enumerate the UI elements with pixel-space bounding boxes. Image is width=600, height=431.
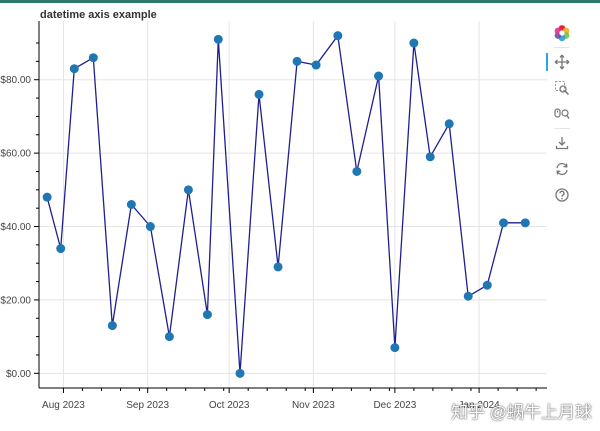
wheel-zoom-tool-button[interactable] xyxy=(550,102,574,126)
data-point xyxy=(444,119,454,129)
data-point xyxy=(409,38,419,48)
box-zoom-tool-button[interactable] xyxy=(550,76,574,100)
data-point xyxy=(352,166,362,176)
box-zoom-tool-icon xyxy=(555,81,570,96)
data-point xyxy=(145,222,155,232)
x-tick-label: Nov 2023 xyxy=(292,400,335,411)
data-series xyxy=(42,31,530,378)
y-tick-label: $60.00 xyxy=(0,149,31,160)
data-point xyxy=(202,310,212,320)
toolbar-divider xyxy=(554,128,570,129)
series-line xyxy=(46,34,526,374)
watermark-text: 知乎 @蜗牛上月球 xyxy=(451,403,592,422)
reset-tool-icon xyxy=(556,162,568,176)
data-point xyxy=(390,343,400,353)
save-tool-button[interactable] xyxy=(550,131,574,155)
bokeh-logo-icon xyxy=(554,25,570,42)
data-point xyxy=(88,53,98,63)
toolbar-divider xyxy=(554,47,570,48)
help-tool-icon xyxy=(555,188,569,202)
data-point xyxy=(499,218,509,228)
help-tool-button[interactable] xyxy=(550,183,574,207)
data-point xyxy=(482,280,492,290)
data-point xyxy=(235,368,245,378)
chart-title: datetime axis example xyxy=(40,9,157,21)
data-point xyxy=(425,152,435,162)
data-point xyxy=(107,321,117,331)
data-point xyxy=(292,56,302,66)
data-point xyxy=(56,244,66,254)
y-tick-label: $0.00 xyxy=(6,369,31,380)
y-tick-label: $20.00 xyxy=(0,295,31,306)
y-tick-label: $40.00 xyxy=(0,222,31,233)
x-tick-label: Sep 2023 xyxy=(126,400,169,411)
reset-tool-button[interactable] xyxy=(550,157,574,181)
x-tick-label: Oct 2023 xyxy=(209,400,250,411)
bokeh-logo xyxy=(550,21,574,45)
wheel-zoom-tool-icon xyxy=(554,108,570,119)
data-point xyxy=(273,262,283,272)
data-point xyxy=(463,291,473,301)
grid-lines xyxy=(39,21,547,388)
pan-tool-icon xyxy=(554,54,570,70)
chart-toolbar xyxy=(546,20,576,208)
data-point xyxy=(213,34,223,44)
x-tick-label: Dec 2023 xyxy=(373,400,416,411)
x-tick-label: Aug 2023 xyxy=(42,400,85,411)
data-point xyxy=(374,71,384,81)
top-accent-strip xyxy=(0,0,600,3)
data-point xyxy=(520,218,530,228)
y-tick-label: $80.00 xyxy=(0,75,31,86)
data-point xyxy=(42,192,52,202)
data-point xyxy=(69,64,79,74)
save-tool-icon xyxy=(555,137,569,150)
y-axis: $0.00 $20.00 $40.00 $60.00 $80.00 xyxy=(0,21,40,388)
data-point xyxy=(183,185,193,195)
data-point xyxy=(311,60,321,70)
data-point xyxy=(333,31,343,41)
data-point xyxy=(126,200,136,209)
pan-tool-button[interactable] xyxy=(546,50,574,74)
data-point xyxy=(254,89,264,99)
x-axis: Aug 2023 Sep 2023 Oct 2023 Nov 2023 Dec 2023… xyxy=(39,387,547,411)
data-point xyxy=(164,332,174,342)
x-tick-label: Jan 2024 xyxy=(459,400,501,411)
